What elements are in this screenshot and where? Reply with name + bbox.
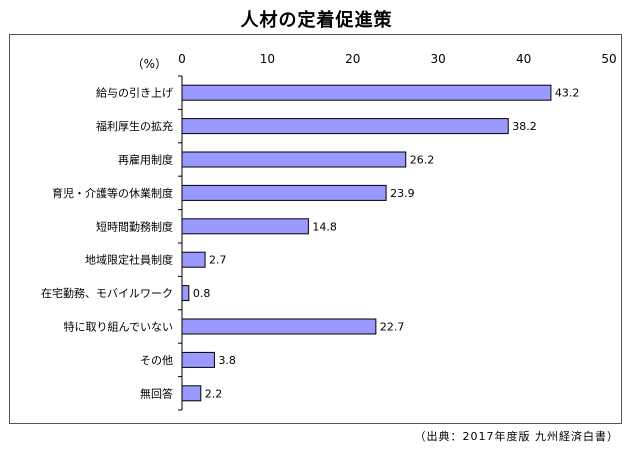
value-label: 2.2: [205, 387, 223, 400]
chart-title: 人材の定着促進策: [240, 10, 393, 31]
bar: [181, 84, 552, 101]
bar: [181, 184, 387, 201]
bar: [181, 151, 407, 168]
category-label: 在宅勤務、モバイルワーク: [41, 286, 173, 300]
category-label: 福利厚生の拡充: [96, 119, 173, 133]
x-tick-label: 30: [431, 52, 446, 66]
x-tick-label: 40: [516, 52, 531, 66]
value-label: 22.7: [380, 321, 405, 334]
category-label: その他: [140, 354, 173, 367]
source-note: （出典：2017年度版 九州経済白書）: [414, 430, 619, 443]
x-tick-label: 50: [601, 52, 616, 66]
bar: [181, 118, 509, 135]
category-label: 短時間勤務制度: [96, 219, 173, 233]
category-label: 無回答: [140, 386, 173, 400]
x-tick-label: 20: [345, 52, 360, 66]
category-label: 地域限定社員制度: [85, 253, 173, 267]
bar: [181, 351, 215, 368]
x-tick-label: 10: [260, 52, 275, 66]
bar: [181, 251, 206, 268]
category-label: 再雇用制度: [118, 153, 173, 167]
value-label: 23.9: [390, 187, 415, 200]
value-label: 2.7: [209, 254, 227, 267]
bar: [181, 285, 190, 302]
x-tick-label: 0: [178, 52, 186, 66]
unit-label: （%）: [132, 57, 167, 71]
chart-frame: [9, 34, 622, 424]
category-label: 特に取り組んでいない: [64, 320, 173, 334]
bar: [181, 318, 377, 335]
value-label: 26.2: [410, 154, 435, 167]
value-label: 3.8: [218, 354, 236, 367]
value-label: 38.2: [512, 120, 537, 133]
value-label: 43.2: [555, 87, 580, 100]
category-label: 給与の引き上げ: [96, 86, 173, 100]
bar: [181, 218, 309, 235]
bar: [181, 385, 202, 402]
category-label: 育児・介護等の休業制度: [52, 186, 173, 200]
value-label: 14.8: [312, 220, 337, 233]
value-label: 0.8: [193, 287, 211, 300]
